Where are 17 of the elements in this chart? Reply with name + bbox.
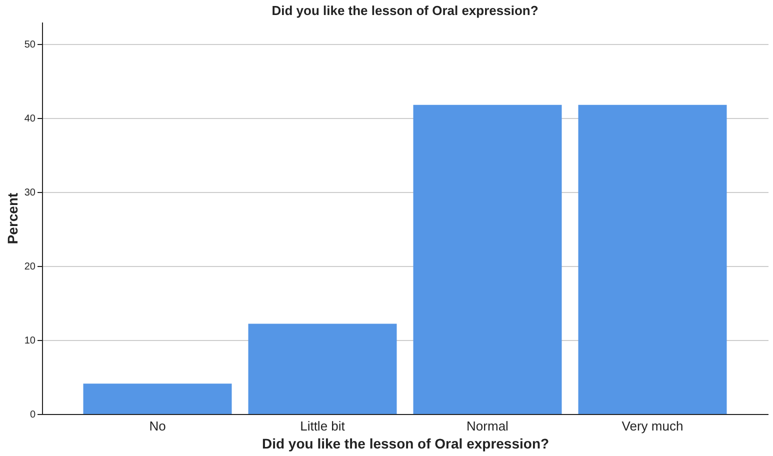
bar bbox=[578, 104, 727, 414]
chart-title: Did you like the lesson of Oral expression? bbox=[272, 3, 538, 18]
y-tick-label: 0 bbox=[30, 410, 36, 420]
bar bbox=[413, 104, 562, 414]
bar bbox=[248, 324, 397, 414]
x-tick-label: Normal bbox=[466, 418, 509, 434]
bar bbox=[83, 384, 232, 414]
x-axis-title: Did you like the lesson of Oral expression? bbox=[262, 436, 550, 452]
y-tick-label: 10 bbox=[24, 336, 36, 347]
x-tick-label: No bbox=[149, 418, 166, 434]
y-tick-label: 40 bbox=[24, 114, 36, 125]
y-tick-label: 50 bbox=[24, 40, 36, 51]
y-axis-title: Percent bbox=[4, 192, 20, 244]
y-tick-label: 20 bbox=[24, 262, 36, 273]
y-tick-label: 30 bbox=[24, 188, 36, 199]
x-tick-label: Very much bbox=[622, 418, 684, 434]
x-tick-label: Little bit bbox=[300, 418, 346, 434]
